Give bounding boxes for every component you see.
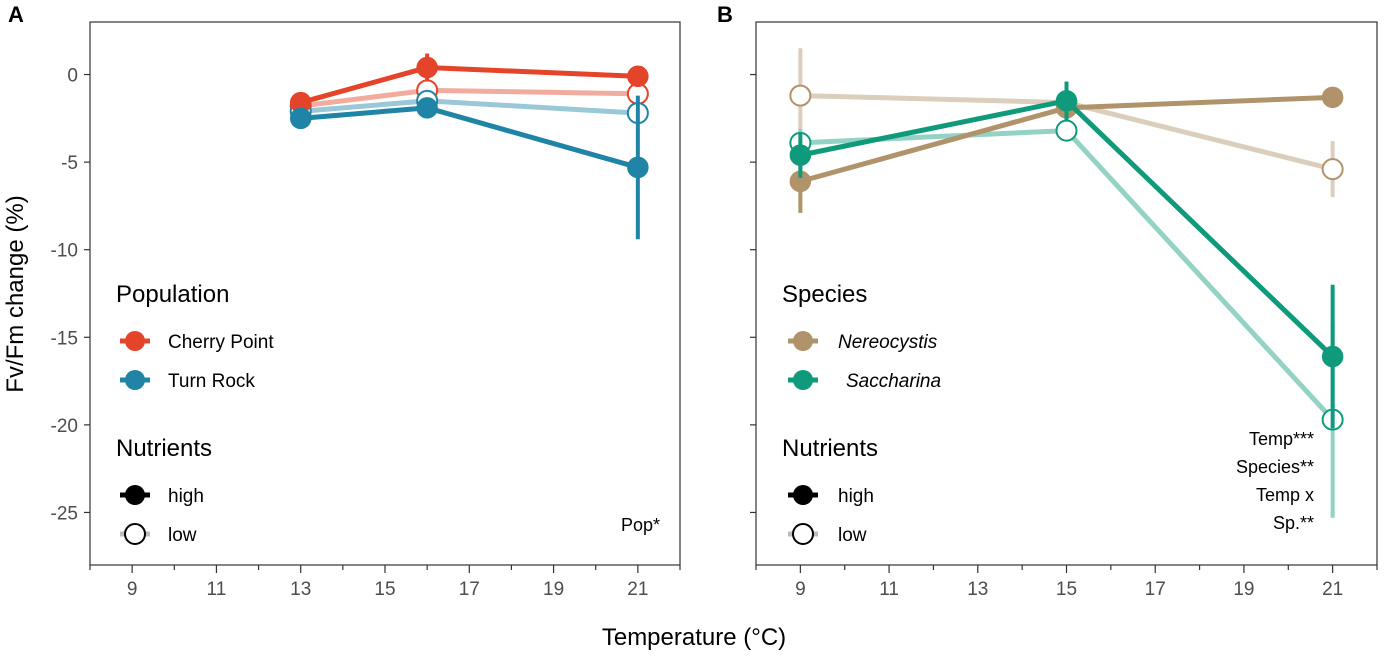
data-point [1321,345,1344,368]
data-point [627,156,649,179]
legend-key-low-a [120,523,150,545]
panel-b: B 9 11 13 15 17 19 21 Species Nereocystis Sacc… [717,2,1378,600]
legend-key-nereocystis [788,331,818,351]
y-tick-label: -5 [61,153,78,174]
y-tick-label: -25 [51,503,78,524]
data-point [416,56,438,79]
annotation-line-1: Temp*** [1249,429,1314,449]
legend-label-turn-rock: Turn Rock [168,371,255,392]
legend-label-low-b: low [838,525,867,546]
legend-key-turn-rock [120,370,150,390]
data-point [289,107,312,130]
legend-label-cherry-point: Cherry Point [168,332,274,353]
x-tick-label: 11 [879,579,899,600]
data-point [627,65,649,88]
data-point [416,97,438,119]
annotation-line-2: Species** [1236,457,1314,477]
population-legend-title: Population [116,281,229,308]
data-point [1055,119,1078,142]
x-tick-label: 13 [967,579,988,600]
panel-a-annotation: Pop* [621,515,660,535]
panel-a: A 0 -5 -10 -15 -20 -25 9 11 13 15 17 19 21 Populati… [8,2,681,600]
annotation-line-3: Temp x [1256,485,1314,505]
x-tick-label: 15 [374,579,395,600]
data-point [1055,90,1078,112]
x-tick-label: 17 [1145,579,1166,600]
nutrients-legend-title-a: Nutrients [116,435,212,462]
x-tick-label: 9 [795,579,806,600]
y-tick-label: -20 [51,416,78,437]
panel-a-series [289,53,649,240]
data-point [789,144,812,166]
x-tick-label: 21 [627,579,648,600]
panel-b-y-axis [750,73,756,514]
legend-label-saccharina: Saccharina [846,371,941,392]
x-tick-label: 19 [1233,579,1254,600]
data-point [789,84,812,107]
series-cherry-point-high [289,53,649,114]
nutrients-legend-title-b: Nutrients [782,435,878,462]
panel-letter-a: A [8,2,24,27]
series-saccharina-high [789,81,1344,429]
legend-label-high-b: high [838,486,874,507]
legend-key-saccharina [788,370,818,390]
series-turn-rock-high [289,95,649,240]
x-tick-label: 19 [543,579,564,600]
panel-a-y-axis: 0 -5 -10 -15 -20 -25 [51,66,90,524]
panel-a-x-axis: 9 11 13 15 17 19 21 [89,565,681,600]
legend-key-high-a [120,485,150,505]
legend-key-low-b [788,523,818,545]
panel-b-series [789,48,1344,518]
data-point [1321,158,1344,181]
x-tick-label: 11 [207,579,227,600]
legend-key-cherry-point [120,331,150,351]
annotation-line-4: Sp.** [1273,513,1314,533]
species-legend-title: Species [782,281,867,308]
x-axis-title: Temperature (°C) [602,624,786,651]
y-tick-label: -10 [51,241,78,262]
panel-b-annotation: Temp*** Species** Temp x Sp.** [1236,429,1314,533]
y-tick-label: 0 [67,66,78,87]
legend-label-low-a: low [168,525,197,546]
x-tick-label: 21 [1322,579,1343,600]
legend-key-high-b [788,485,818,505]
x-tick-label: 13 [290,579,311,600]
legend-label-nereocystis: Nereocystis [838,332,938,353]
panel-a-legend: Population Cherry Point Turn Rock Nutrie… [116,281,274,546]
panel-b-x-axis: 9 11 13 15 17 19 21 [755,565,1378,600]
x-tick-label: 17 [459,579,480,600]
x-tick-label: 9 [127,579,138,600]
panel-b-legend: Species Nereocystis Saccharina Nutrients… [782,281,941,546]
y-axis-title: Fv/Fm change (%) [2,195,29,392]
panel-letter-b: B [717,2,733,27]
y-tick-label: -15 [51,328,78,349]
legend-label-high-a: high [168,486,204,507]
data-point [1321,86,1344,109]
x-tick-label: 15 [1056,579,1077,600]
